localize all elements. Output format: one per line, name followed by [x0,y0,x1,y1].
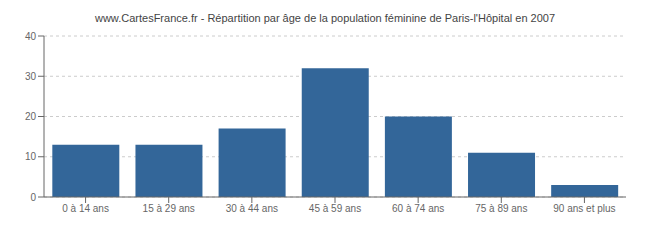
svg-text:30: 30 [25,71,37,82]
svg-text:60 à 74 ans: 60 à 74 ans [392,203,444,214]
svg-text:15 à 29 ans: 15 à 29 ans [143,203,195,214]
svg-text:75 à 89 ans: 75 à 89 ans [475,203,527,214]
svg-text:45 à 59 ans: 45 à 59 ans [309,203,361,214]
svg-text:40: 40 [25,31,37,42]
html-text:www.CartesFrance.fr - Répartit: www.CartesFrance.fr - Répartition par âg… [95,12,555,24]
svg-text:90 ans et plus: 90 ans et plus [553,203,615,214]
svg-text:0 à 14 ans: 0 à 14 ans [62,203,109,214]
svg-text:0: 0 [30,192,36,203]
svg-text:10: 10 [25,151,37,162]
svg-text:20: 20 [25,111,37,122]
svg-text:30 à 44 ans: 30 à 44 ans [226,203,278,214]
